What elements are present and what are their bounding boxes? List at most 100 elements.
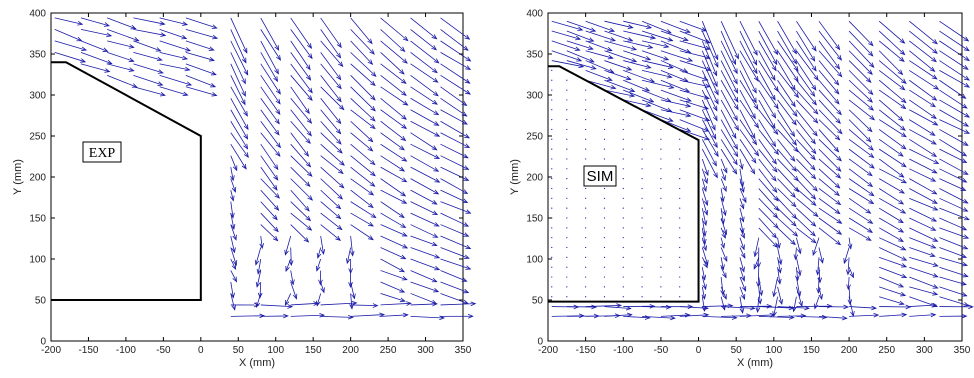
- velocity-arrow: [107, 63, 135, 72]
- field-dot: [603, 158, 606, 160]
- velocity-arrow: [320, 63, 342, 90]
- velocity-arrow: [939, 89, 968, 109]
- velocity-arrow: [758, 50, 776, 82]
- velocity-arrow: [818, 286, 823, 300]
- velocity-arrow: [585, 40, 613, 52]
- velocity-arrow: [54, 51, 87, 63]
- velocity-arrow: [777, 227, 796, 246]
- velocity-arrow: [380, 143, 408, 162]
- velocity-arrow: [848, 60, 872, 84]
- field-dot: [660, 246, 662, 249]
- velocity-arrow: [755, 296, 761, 313]
- velocity-arrow: [440, 86, 468, 107]
- velocity-arrow: [909, 256, 939, 267]
- velocity-arrow: [777, 50, 799, 83]
- velocity-arrow: [260, 132, 281, 157]
- velocity-arrow: [758, 158, 777, 182]
- field-dot: [551, 168, 553, 170]
- velocity-arrow: [316, 293, 322, 307]
- velocity-arrow: [133, 63, 164, 74]
- velocity-arrow: [758, 139, 777, 165]
- velocity-arrow: [792, 296, 797, 313]
- x-tick-label: 100: [765, 345, 782, 356]
- x-tick-label: 50: [233, 345, 245, 356]
- velocity-arrow: [350, 97, 376, 122]
- velocity-arrow: [701, 168, 708, 185]
- velocity-arrow: [739, 188, 747, 204]
- velocity-arrow: [909, 168, 937, 182]
- field-dot: [585, 148, 587, 150]
- panel-label-box-exp: [82, 141, 122, 163]
- velocity-arrow: [939, 188, 969, 204]
- velocity-arrow: [380, 63, 407, 84]
- field-dot: [641, 296, 643, 298]
- velocity-arrow: [260, 40, 279, 75]
- velocity-arrow: [159, 40, 192, 52]
- velocity-arrow: [878, 129, 907, 150]
- velocity-arrow: [796, 20, 817, 52]
- velocity-arrow: [758, 21, 779, 56]
- velocity-arrow: [159, 29, 188, 40]
- velocity-arrow: [796, 303, 833, 309]
- x-tick-label: 100: [267, 345, 284, 356]
- velocity-arrow: [623, 50, 652, 61]
- velocity-arrow: [380, 166, 408, 183]
- velocity-arrow: [350, 52, 377, 77]
- velocity-arrow: [848, 109, 873, 133]
- y-axis-label-exp: Y (mm): [12, 159, 24, 195]
- y-tick-label: 100: [526, 255, 543, 266]
- velocity-arrow: [878, 217, 905, 233]
- velocity-arrow: [720, 267, 727, 279]
- velocity-arrow: [796, 168, 818, 192]
- field-dot: [585, 207, 587, 209]
- velocity-arrow: [878, 79, 907, 104]
- velocity-arrow: [701, 217, 707, 237]
- velocity-arrow: [566, 304, 598, 310]
- field-dot: [551, 187, 553, 190]
- velocity-arrow: [909, 207, 938, 222]
- velocity-arrow: [758, 40, 777, 72]
- velocity-arrow: [796, 314, 828, 320]
- velocity-arrow: [739, 99, 760, 129]
- velocity-arrow: [623, 20, 653, 29]
- y-tick-label: 350: [526, 50, 543, 61]
- velocity-arrow: [818, 119, 841, 141]
- velocity-arrow: [777, 20, 797, 55]
- field-dot: [566, 158, 568, 160]
- velocity-arrow: [185, 74, 217, 88]
- velocity-arrow: [566, 20, 597, 32]
- velocity-arrow: [701, 119, 718, 149]
- velocity-arrow: [350, 166, 376, 187]
- velocity-arrow: [290, 109, 312, 137]
- velocity-arrow: [777, 207, 797, 227]
- velocity-arrow: [879, 296, 905, 306]
- velocity-arrow: [320, 224, 342, 241]
- velocity-arrow: [380, 86, 409, 106]
- velocity-arrow: [320, 314, 354, 320]
- velocity-arrow: [878, 109, 906, 131]
- velocity-arrow: [290, 86, 310, 115]
- velocity-arrow: [739, 89, 756, 120]
- velocity-arrow: [320, 201, 342, 220]
- field-dot: [551, 237, 553, 239]
- velocity-arrow: [440, 17, 471, 40]
- vector-field-exp: [54, 17, 477, 321]
- velocity-arrow: [551, 30, 582, 41]
- velocity-arrow: [380, 247, 407, 260]
- velocity-arrow: [720, 178, 727, 193]
- field-dot: [641, 266, 643, 268]
- velocity-arrow: [909, 30, 938, 54]
- velocity-arrow: [350, 303, 379, 308]
- velocity-arrow: [939, 247, 968, 259]
- velocity-arrow: [849, 312, 880, 318]
- velocity-arrow: [642, 70, 673, 79]
- velocity-arrow: [320, 155, 344, 175]
- velocity-arrow: [818, 197, 841, 215]
- velocity-arrow: [812, 237, 820, 256]
- field-dot: [622, 119, 624, 121]
- velocity-arrow: [230, 17, 248, 54]
- velocity-arrow: [230, 86, 248, 117]
- velocity-arrow: [350, 212, 374, 227]
- velocity-arrow: [350, 17, 373, 45]
- field-dot: [641, 148, 643, 150]
